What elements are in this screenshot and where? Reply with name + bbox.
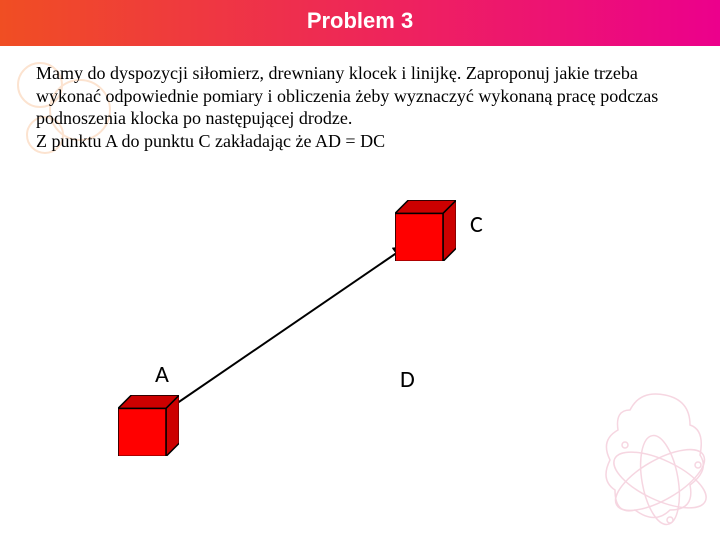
header-bar: Problem 3 — [0, 0, 720, 46]
problem-text: Mamy do dyspozycji siłomierz, drewniany … — [36, 62, 686, 152]
label-c: C — [470, 210, 483, 239]
arrow-line-segment — [170, 252, 398, 408]
cube-c — [395, 200, 456, 261]
cube-a — [118, 395, 179, 456]
slide: Problem 3 Mamy do dyspozycji siłomierz, … — [0, 0, 720, 540]
page-title: Problem 3 — [0, 8, 720, 34]
label-d: D — [400, 365, 415, 394]
label-a: A — [155, 360, 169, 389]
decor-brain — [570, 370, 720, 540]
